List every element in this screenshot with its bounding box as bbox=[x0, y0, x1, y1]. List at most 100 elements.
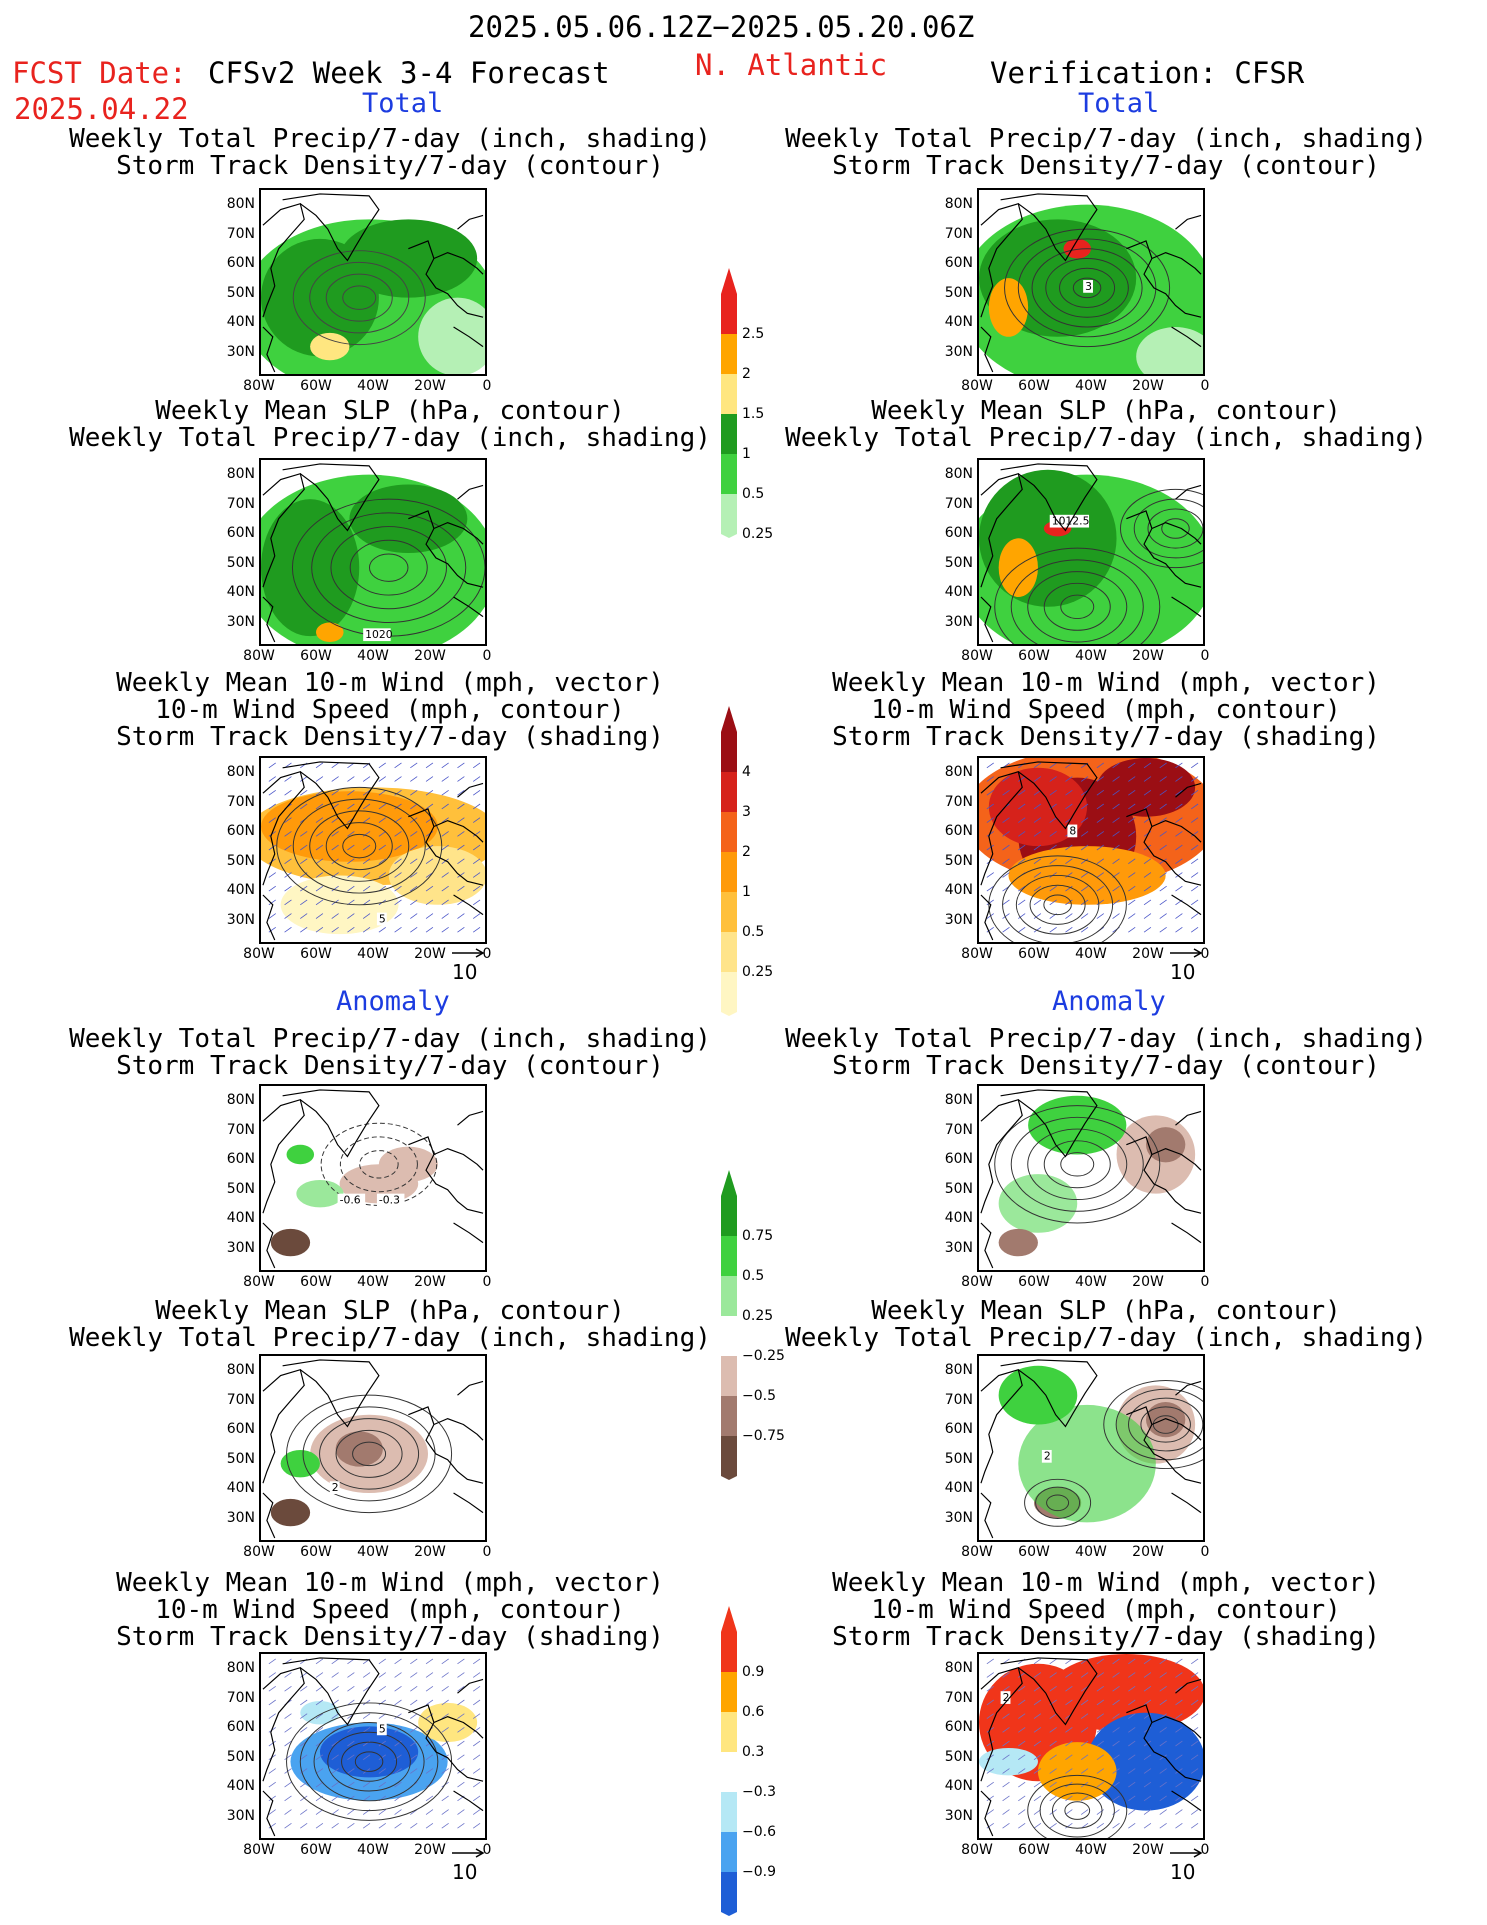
lat-label: 40N bbox=[226, 1480, 255, 1496]
colorbar-swatch bbox=[721, 932, 737, 972]
lon-label: 60W bbox=[300, 1274, 332, 1290]
svg-text:2: 2 bbox=[1044, 1450, 1051, 1463]
r2-left-title: Weekly Mean SLP (hPa, contour) Weekly Tot… bbox=[69, 396, 711, 453]
lat-label: 50N bbox=[226, 852, 255, 869]
lat-label: 50N bbox=[226, 284, 255, 301]
colorbar-storm-anom: 0.9 0.6 0.3 −0.3 −0.6 −0.9 bbox=[720, 1606, 776, 1920]
colorbar-label: 2.5 bbox=[742, 326, 765, 342]
lat-label: 50N bbox=[944, 1180, 973, 1197]
lon-label: 20W bbox=[414, 1544, 446, 1560]
lon-label: 40W bbox=[357, 1274, 389, 1290]
lat-label: 50N bbox=[226, 1180, 255, 1197]
colorbar-swatch bbox=[721, 374, 737, 414]
lon-label: 40W bbox=[357, 648, 389, 664]
fcst-date-value: 2025.04.22 bbox=[14, 92, 189, 126]
colorbar-label: 0.3 bbox=[742, 1744, 765, 1760]
colorbar-swatch bbox=[721, 972, 737, 1012]
lat-label: 60N bbox=[944, 1719, 973, 1735]
colorbar-label: −0.9 bbox=[742, 1864, 776, 1880]
svg-text:1020: 1020 bbox=[365, 628, 393, 641]
map-panel-r3-forecast: 5 bbox=[259, 756, 487, 944]
verification-title: Verification: CFSR bbox=[990, 56, 1305, 90]
lon-label: 20W bbox=[1132, 946, 1164, 962]
lon-label: 80W bbox=[243, 1274, 275, 1290]
colorbar-swatch bbox=[721, 1196, 737, 1236]
colorbar-storm-total: 4 3 2 1 0.5 0.25 bbox=[720, 706, 773, 1020]
colorbar-swatch bbox=[721, 1792, 737, 1832]
lat-label: 40N bbox=[226, 1210, 255, 1226]
lat-label: 40N bbox=[944, 314, 973, 330]
colorbar-swatch bbox=[721, 1712, 737, 1752]
map-panel-r4-forecast: -0.6 -0.3 bbox=[259, 1084, 487, 1272]
lon-label: 20W bbox=[414, 946, 446, 962]
lat-label: 80N bbox=[944, 764, 973, 780]
colorbar-label: 1 bbox=[742, 884, 751, 900]
r5-right-title: Weekly Mean SLP (hPa, contour) Weekly Tot… bbox=[785, 1296, 1427, 1353]
lon-label: 20W bbox=[414, 648, 446, 664]
lat-label: 50N bbox=[226, 1748, 255, 1765]
r1-right-title: Weekly Total Precip/7-day (inch, shading… bbox=[785, 124, 1427, 181]
lat-label: 60N bbox=[226, 1151, 255, 1167]
lon-label: 0 bbox=[482, 946, 492, 962]
vector-ref-arrow-icon bbox=[1170, 1848, 1203, 1858]
lat-label: 70N bbox=[226, 1689, 255, 1706]
lat-label: 70N bbox=[226, 225, 255, 242]
lat-label: 50N bbox=[226, 554, 255, 571]
colorbar-label: 0.25 bbox=[742, 1308, 774, 1324]
svg-text:5: 5 bbox=[379, 912, 386, 925]
colorbar-label: 0.5 bbox=[742, 1268, 765, 1284]
lat-label: 30N bbox=[944, 343, 973, 360]
lat-label: 80N bbox=[226, 466, 255, 482]
lat-label: 80N bbox=[226, 196, 255, 212]
lon-label: 0 bbox=[1200, 946, 1210, 962]
colorbar-swatch bbox=[721, 334, 737, 374]
lon-label: 80W bbox=[243, 648, 275, 664]
lon-label: 40W bbox=[1075, 1544, 1107, 1560]
lat-label: 60N bbox=[226, 525, 255, 541]
lat-label: 50N bbox=[944, 554, 973, 571]
map-panel-r2-forecast: 1020 bbox=[259, 458, 487, 646]
map-plot: 1012.5 bbox=[979, 463, 1203, 644]
vector-ref-arrow-icon bbox=[452, 948, 485, 958]
colorbar-swatches bbox=[721, 706, 737, 1016]
lat-label: 40N bbox=[944, 1480, 973, 1496]
lon-label: 60W bbox=[1018, 648, 1050, 664]
lat-label: 50N bbox=[944, 1450, 973, 1467]
lat-label: 80N bbox=[226, 764, 255, 780]
colorbar-swatch bbox=[721, 494, 737, 534]
lon-label: 0 bbox=[482, 1842, 492, 1858]
colorbar-label: 0.25 bbox=[742, 526, 774, 542]
lon-label: 80W bbox=[961, 378, 993, 394]
colorbar-swatch bbox=[721, 892, 737, 932]
lat-label: 40N bbox=[226, 1778, 255, 1794]
map-panel-r6-verification: 2 bbox=[977, 1652, 1205, 1840]
r4-left-title: Weekly Total Precip/7-day (inch, shading… bbox=[69, 1024, 711, 1081]
map-panel-r2-verification: 1012.5 bbox=[977, 458, 1205, 646]
colorbar-label: 0.9 bbox=[742, 1664, 765, 1680]
colorbar-label: 3 bbox=[742, 804, 751, 820]
colorbar-label: 0.75 bbox=[742, 1228, 774, 1244]
lat-label: 60N bbox=[944, 525, 973, 541]
lon-label: 80W bbox=[243, 1544, 275, 1560]
map-plot: 2 bbox=[979, 1654, 1203, 1838]
map-plot: 1020 bbox=[261, 463, 485, 644]
lat-label: 30N bbox=[944, 1509, 973, 1526]
colorbar-swatches bbox=[721, 268, 737, 538]
vector-ref-r3-right: 10 bbox=[1170, 948, 1203, 984]
lat-label: 60N bbox=[226, 1421, 255, 1437]
lat-label: 80N bbox=[944, 466, 973, 482]
lat-label: 70N bbox=[944, 1121, 973, 1138]
lat-label: 50N bbox=[226, 1450, 255, 1467]
lon-label: 0 bbox=[482, 648, 492, 664]
map-panel-r1-verification: 3 bbox=[977, 188, 1205, 376]
lon-label: 80W bbox=[961, 946, 993, 962]
svg-text:3: 3 bbox=[1085, 280, 1092, 293]
lon-label: 0 bbox=[1200, 1842, 1210, 1858]
map-plot: 5 bbox=[261, 761, 485, 941]
region-title: N. Atlantic bbox=[695, 48, 888, 82]
r3-right-title: Weekly Mean 10-m Wind (mph, vector) 10-m … bbox=[832, 668, 1380, 752]
r6-right-title: Weekly Mean 10-m Wind (mph, vector) 10-m … bbox=[832, 1568, 1380, 1652]
lat-label: 70N bbox=[944, 1391, 973, 1408]
lat-label: 60N bbox=[226, 255, 255, 271]
map-panel-r3-verification: 8 bbox=[977, 756, 1205, 944]
